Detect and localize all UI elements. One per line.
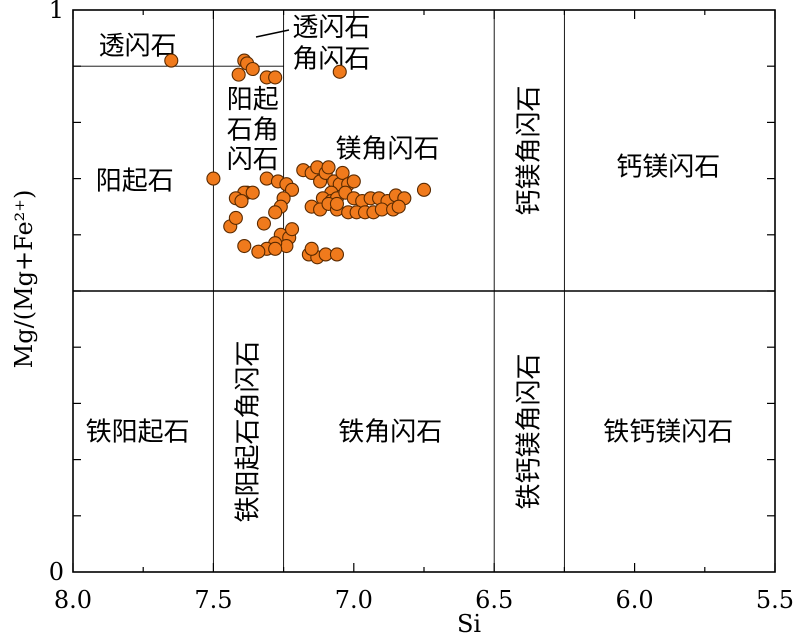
data-point-20 — [268, 205, 283, 220]
tick-labels: 8.0 7.5 7.0 6.5 6.0 5.5 0 1 — [49, 0, 794, 614]
zone-label-7: 阳起石 — [96, 166, 174, 196]
zone-label-6: 镁角闪石 — [335, 134, 439, 164]
zone-label-11: 铁阳起石角闪石 — [234, 340, 264, 522]
x-tick-label-5: 5.5 — [756, 586, 794, 614]
axis-titles: Si Mg/(Mg+Fe²⁺) — [10, 190, 481, 635]
data-point-72 — [329, 247, 345, 262]
zone-label-4: 石角 — [227, 115, 279, 145]
axis-ticks — [72, 10, 776, 572]
data-point-6 — [268, 70, 283, 85]
x-tick-label-3: 6.5 — [475, 586, 513, 614]
zone-label-1: 透闪石 — [292, 13, 370, 43]
data-point-12 — [245, 185, 260, 200]
data-point-17 — [284, 182, 300, 197]
x-axis-title: Si — [457, 610, 481, 635]
x-tick-label-2: 7.0 — [335, 586, 373, 614]
x-tick-label-4: 6.0 — [616, 586, 654, 614]
data-point-7 — [332, 64, 347, 79]
boundary-lines — [73, 10, 775, 572]
data-point-26 — [321, 160, 336, 175]
y-tick-label-1: 1 — [49, 0, 64, 24]
zone-label-0: 透闪石 — [99, 32, 177, 62]
zone-label-9: 钙镁闪石 — [616, 152, 720, 182]
data-points — [164, 53, 432, 265]
zone-label-2: 角闪石 — [292, 44, 370, 74]
data-point-8 — [206, 171, 221, 186]
data-point-14 — [234, 194, 249, 209]
data-point-62 — [284, 222, 300, 237]
tremolite-leader-line — [255, 29, 290, 38]
zone-label-8: 钙镁角闪石 — [514, 85, 544, 215]
data-point-59 — [228, 210, 243, 225]
x-tick-label-1: 7.5 — [194, 586, 232, 614]
y-axis-title: Mg/(Mg+Fe²⁺) — [10, 190, 38, 369]
zone-label-3: 阳起 — [227, 85, 279, 115]
data-point-68 — [268, 241, 283, 256]
zone-label-12: 铁角闪石 — [338, 418, 442, 448]
data-point-30 — [335, 165, 350, 181]
data-point-44 — [416, 182, 432, 197]
data-point-3 — [245, 61, 260, 77]
x-tick-label-0: 8.0 — [54, 586, 92, 614]
data-point-4 — [231, 67, 246, 82]
y-tick-label-0: 0 — [49, 558, 64, 586]
zone-label-14: 铁钙镁闪石 — [603, 418, 733, 448]
data-point-73 — [304, 241, 319, 256]
data-point-55 — [391, 199, 406, 214]
data-point-58 — [256, 216, 271, 231]
data-point-32 — [346, 174, 361, 189]
data-point-66 — [251, 244, 266, 259]
zone-label-5: 闪石 — [227, 145, 279, 175]
data-point-0 — [164, 53, 179, 68]
data-point-67 — [237, 238, 252, 254]
zone-label-10: 铁阳起石 — [86, 418, 190, 448]
zone-label-13: 铁钙镁角闪石 — [514, 353, 544, 509]
data-point-56 — [329, 196, 345, 211]
